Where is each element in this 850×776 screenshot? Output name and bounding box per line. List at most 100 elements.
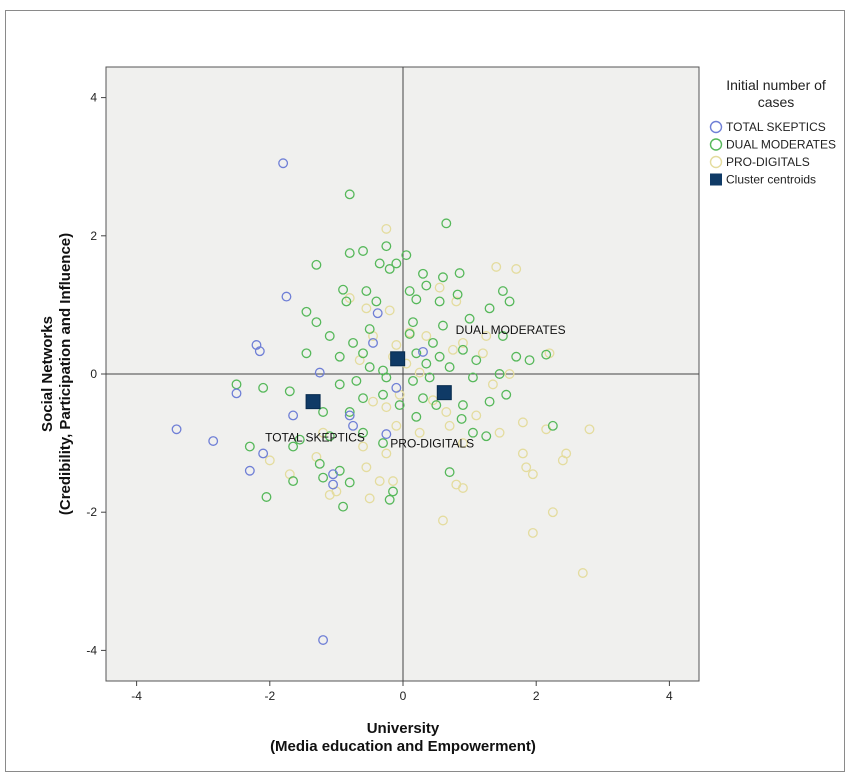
point-dual-moderates [418, 393, 428, 404]
point-dual-moderates [294, 434, 305, 445]
point-dual-moderates [524, 355, 535, 366]
point-dual-moderates [438, 272, 448, 283]
point-dual-moderates [261, 492, 272, 502]
point-dual-moderates [467, 372, 478, 383]
point-dual-moderates [457, 400, 468, 411]
point-pro-digitals [391, 340, 402, 350]
point-pro-digitals [384, 305, 395, 316]
point-dual-moderates [391, 258, 402, 269]
point-total-skeptics [368, 337, 378, 348]
point-dual-moderates [404, 328, 415, 339]
point-dual-moderates [371, 296, 382, 307]
x-axis-title-line1: University [367, 720, 440, 737]
legend-label-pro-digitals: PRO-DIGITALS [726, 155, 810, 169]
point-dual-moderates [301, 306, 312, 317]
point-dual-moderates [358, 393, 368, 404]
point-dual-moderates [318, 407, 329, 417]
point-dual-moderates [494, 369, 505, 379]
legend-title-line2: cases [758, 94, 795, 110]
point-dual-moderates [288, 441, 299, 452]
legend-label-dual-moderates: DUAL MODERATES [726, 138, 836, 152]
point-dual-moderates [431, 400, 442, 411]
point-pro-digitals [487, 379, 498, 390]
point-dual-moderates [511, 351, 522, 362]
point-dual-moderates [344, 407, 355, 417]
point-dual-moderates [471, 355, 482, 366]
point-total-skeptics [288, 410, 299, 421]
point-total-skeptics [418, 346, 428, 357]
point-dual-moderates [421, 358, 432, 369]
centroid-total-skeptics [305, 394, 321, 410]
point-dual-moderates [258, 382, 269, 393]
point-pro-digitals [388, 476, 398, 487]
point-dual-moderates [334, 351, 345, 362]
point-dual-moderates [384, 264, 395, 274]
point-total-skeptics [171, 424, 182, 435]
point-dual-moderates [467, 427, 478, 438]
point-pro-digitals [521, 462, 532, 473]
point-dual-moderates [434, 296, 445, 307]
point-total-skeptics [381, 429, 392, 440]
x-tick-label: -4 [131, 689, 142, 703]
point-pro-digitals [511, 264, 522, 274]
point-pro-digitals [451, 296, 462, 307]
point-dual-moderates [358, 427, 368, 438]
point-dual-moderates [301, 348, 312, 359]
point-pro-digitals [438, 515, 448, 526]
point-dual-moderates [334, 379, 345, 390]
point-dual-moderates [364, 362, 375, 373]
point-dual-moderates [404, 286, 415, 297]
reference-lines [106, 67, 699, 681]
point-total-skeptics [328, 479, 339, 490]
point-dual-moderates [381, 372, 392, 383]
x-tick-label: 4 [666, 689, 673, 703]
legend-marker-dual-moderates [709, 138, 723, 151]
point-dual-moderates [338, 284, 349, 295]
point-dual-moderates [411, 294, 422, 305]
point-dual-moderates [344, 248, 355, 259]
point-dual-moderates [457, 344, 468, 355]
point-dual-moderates [374, 258, 385, 269]
point-dual-moderates [421, 280, 432, 291]
point-pro-digitals [381, 448, 392, 459]
y-axis-ticks: -4 -2 0 2 4 [86, 91, 106, 657]
point-dual-moderates [464, 313, 475, 324]
point-dual-moderates [384, 494, 395, 505]
point-pro-digitals [527, 527, 538, 538]
point-dual-moderates [424, 372, 435, 383]
point-dual-moderates [358, 246, 368, 256]
point-pro-digitals [368, 396, 378, 407]
point-dual-moderates [504, 296, 515, 307]
point-total-skeptics [314, 367, 325, 378]
point-dual-moderates [481, 431, 492, 442]
point-dual-moderates [454, 268, 465, 279]
point-dual-moderates [358, 348, 368, 359]
point-dual-moderates [452, 289, 463, 300]
point-pro-digitals [477, 348, 488, 359]
point-total-skeptics [344, 410, 355, 421]
point-pro-digitals [444, 420, 455, 431]
point-dual-moderates [324, 431, 335, 442]
point-dual-moderates [351, 375, 362, 386]
centroid-label-total-skeptics: TOTAL SKEPTICS [265, 431, 365, 445]
point-dual-moderates [344, 477, 355, 488]
point-total-skeptics [281, 291, 292, 302]
point-pro-digitals [457, 337, 468, 348]
point-pro-digitals [381, 402, 392, 413]
point-pro-digitals [391, 420, 402, 431]
point-dual-moderates [444, 362, 455, 373]
point-pro-digitals [504, 369, 515, 379]
point-dual-moderates [456, 413, 467, 424]
point-dual-moderates [344, 189, 355, 200]
point-total-skeptics [372, 308, 383, 319]
point-dual-moderates [441, 218, 452, 229]
point-total-skeptics [258, 448, 269, 459]
point-dual-moderates [378, 438, 388, 449]
point-dual-moderates [388, 486, 398, 497]
point-total-skeptics [231, 388, 242, 399]
y-tick-label: -2 [86, 505, 97, 519]
x-axis-title-line2: (Media education and Empowerment) [270, 738, 536, 755]
point-dual-moderates [408, 317, 418, 328]
point-dual-moderates [394, 400, 405, 411]
